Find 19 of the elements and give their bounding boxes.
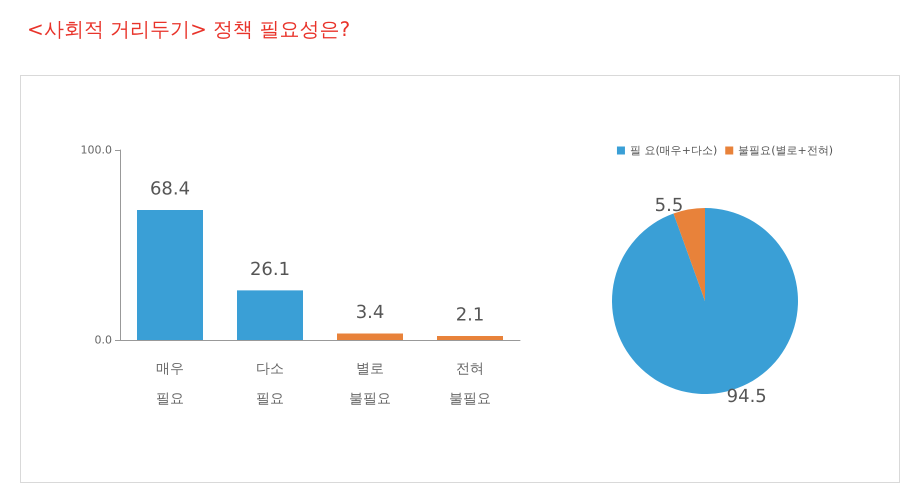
data-label: 68.4 <box>150 178 190 200</box>
data-label: 5.5 <box>654 194 684 216</box>
x-tick-label: 매우 필요 <box>156 361 184 407</box>
bar <box>137 210 203 340</box>
data-label: 26.1 <box>250 258 290 280</box>
data-label: 94.5 <box>726 386 767 408</box>
data-label: 3.4 <box>356 302 384 324</box>
chart-title: <사회적 거리두기> 정책 필요성은? <box>27 17 350 41</box>
bar <box>337 334 403 340</box>
x-tick-label: 전혀 불필요 <box>449 361 491 407</box>
x-tick-label: 다소 필요 <box>256 361 284 407</box>
x-tick-label: 별로 불필요 <box>349 361 391 407</box>
bar <box>237 290 303 340</box>
bar <box>437 336 503 340</box>
y-tick-label: 100.0 <box>80 144 112 156</box>
data-label: 2.1 <box>456 304 484 326</box>
y-tick-label: 0.0 <box>94 334 112 346</box>
legend-label: 불필요(별로+전혀) <box>738 144 834 157</box>
legend-label: 필 요(매우+다소) <box>630 144 718 157</box>
